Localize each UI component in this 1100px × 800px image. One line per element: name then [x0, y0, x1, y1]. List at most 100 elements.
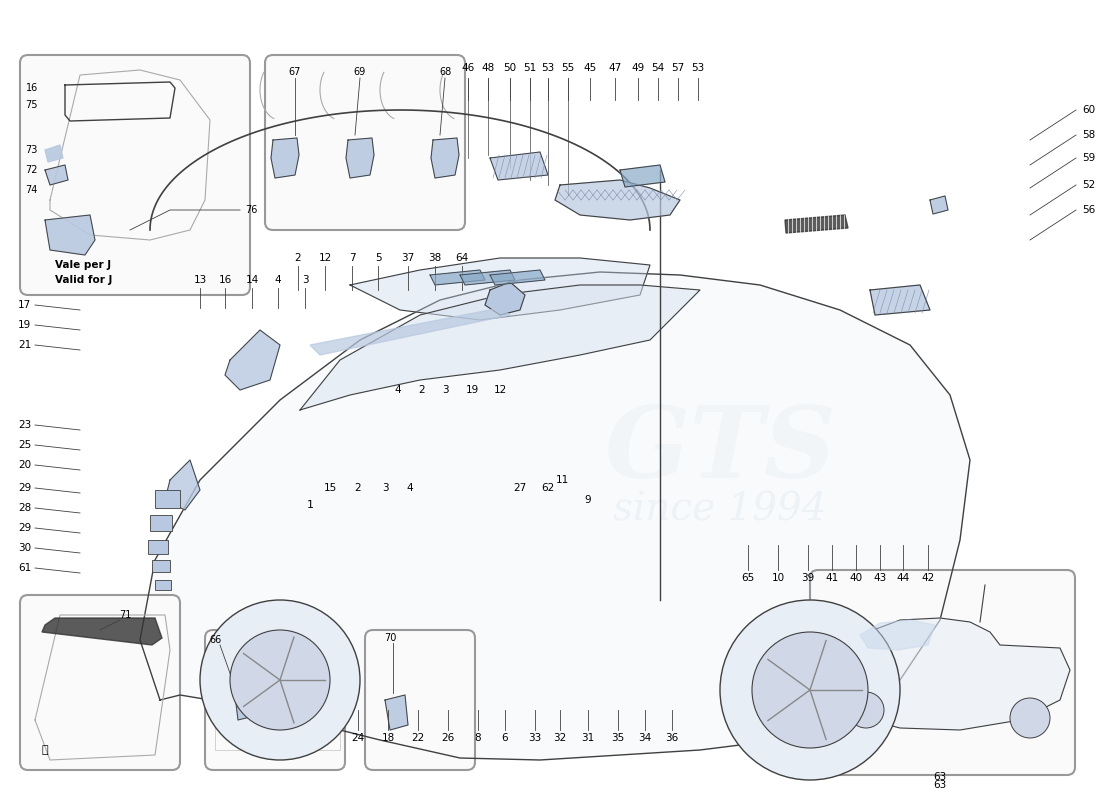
Polygon shape [300, 285, 700, 410]
Circle shape [200, 600, 360, 760]
Text: 63: 63 [934, 772, 947, 782]
Text: 10: 10 [771, 573, 784, 583]
Text: 37: 37 [402, 253, 415, 263]
Text: 3: 3 [382, 483, 388, 493]
Text: 6: 6 [502, 733, 508, 743]
Text: 57: 57 [671, 63, 684, 73]
Text: 50: 50 [504, 63, 517, 73]
Text: 75: 75 [25, 100, 39, 110]
Text: 53: 53 [541, 63, 554, 73]
Polygon shape [490, 152, 548, 180]
Text: GTS: GTS [604, 402, 836, 498]
Text: 66: 66 [209, 635, 221, 645]
Text: 3: 3 [301, 275, 308, 285]
Text: 74: 74 [25, 185, 39, 195]
Text: 53: 53 [692, 63, 705, 73]
Text: 49: 49 [631, 63, 645, 73]
Polygon shape [485, 282, 525, 315]
Polygon shape [556, 180, 680, 220]
FancyBboxPatch shape [205, 630, 345, 770]
Text: 45: 45 [583, 63, 596, 73]
Polygon shape [310, 308, 510, 355]
FancyBboxPatch shape [265, 55, 465, 230]
Text: 58: 58 [1082, 130, 1096, 140]
Text: 17: 17 [18, 300, 31, 310]
Polygon shape [430, 270, 485, 285]
Polygon shape [930, 196, 948, 214]
Polygon shape [460, 270, 515, 285]
Text: 12: 12 [318, 253, 331, 263]
Text: 70: 70 [384, 633, 396, 643]
FancyBboxPatch shape [810, 570, 1075, 775]
Bar [148, 540, 168, 554]
Text: 11: 11 [556, 475, 569, 485]
Text: 60: 60 [1082, 105, 1096, 115]
Text: 47: 47 [608, 63, 622, 73]
Text: 56: 56 [1082, 205, 1096, 215]
Text: 35: 35 [612, 733, 625, 743]
Circle shape [230, 630, 330, 730]
Text: 21: 21 [18, 340, 31, 350]
Text: 43: 43 [873, 573, 887, 583]
Polygon shape [860, 620, 935, 650]
Text: 8: 8 [475, 733, 482, 743]
Text: 19: 19 [465, 385, 478, 395]
Polygon shape [226, 330, 280, 390]
Text: 2: 2 [419, 385, 426, 395]
Text: 16: 16 [219, 275, 232, 285]
Text: 🐴: 🐴 [42, 745, 48, 755]
Polygon shape [45, 165, 68, 185]
Polygon shape [45, 145, 63, 162]
Polygon shape [165, 460, 200, 510]
Text: 67: 67 [289, 67, 301, 77]
Text: 41: 41 [825, 573, 838, 583]
Bar [152, 560, 170, 572]
Text: 4: 4 [275, 275, 282, 285]
Polygon shape [45, 215, 95, 255]
Text: 73: 73 [25, 145, 39, 155]
Text: 40: 40 [849, 573, 862, 583]
Polygon shape [271, 138, 299, 178]
Text: since 1994: since 1994 [614, 491, 827, 529]
Text: 33: 33 [528, 733, 541, 743]
Text: 71: 71 [119, 610, 131, 620]
Text: 9: 9 [585, 495, 592, 505]
Polygon shape [350, 258, 650, 320]
Circle shape [720, 600, 900, 780]
Text: 4: 4 [407, 483, 414, 493]
Text: 31: 31 [582, 733, 595, 743]
Text: 28: 28 [18, 503, 31, 513]
FancyBboxPatch shape [20, 595, 180, 770]
Text: Vale per J: Vale per J [55, 260, 111, 270]
Text: 15: 15 [323, 483, 337, 493]
Text: 1: 1 [307, 500, 314, 510]
Text: 26: 26 [441, 733, 454, 743]
Polygon shape [870, 285, 930, 315]
Text: 2: 2 [295, 253, 301, 263]
Text: 44: 44 [896, 573, 910, 583]
Text: 30: 30 [18, 543, 31, 553]
Text: 36: 36 [666, 733, 679, 743]
Text: 52: 52 [1082, 180, 1096, 190]
Text: 20: 20 [18, 460, 31, 470]
FancyBboxPatch shape [20, 55, 250, 295]
Text: 42: 42 [922, 573, 935, 583]
Text: Valid for J: Valid for J [55, 275, 112, 285]
Polygon shape [620, 165, 666, 187]
Text: 2: 2 [354, 483, 361, 493]
Polygon shape [490, 270, 544, 285]
Text: 27: 27 [514, 483, 527, 493]
Text: 64: 64 [455, 253, 469, 263]
Polygon shape [140, 272, 970, 760]
Text: 13: 13 [194, 275, 207, 285]
Text: 55: 55 [561, 63, 574, 73]
Text: 18: 18 [382, 733, 395, 743]
Polygon shape [42, 618, 162, 645]
Polygon shape [346, 138, 374, 178]
Text: 38: 38 [428, 253, 441, 263]
Text: 34: 34 [638, 733, 651, 743]
Polygon shape [825, 618, 1070, 730]
Text: 48: 48 [482, 63, 495, 73]
Text: 25: 25 [18, 440, 31, 450]
FancyBboxPatch shape [365, 630, 475, 770]
